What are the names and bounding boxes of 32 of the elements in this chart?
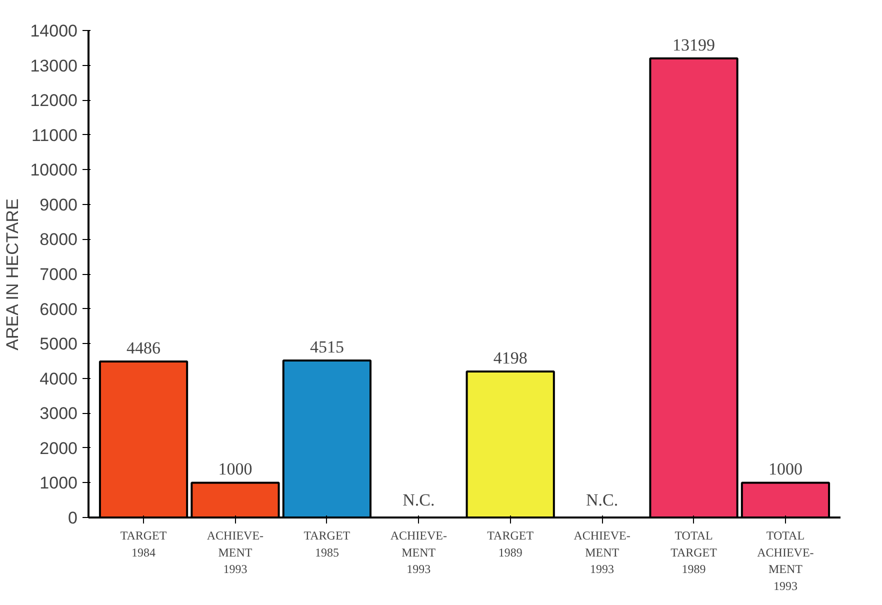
data-label: 1000 xyxy=(768,460,802,479)
y-tick-label: 1000 xyxy=(40,474,78,493)
y-tick-label: 7000 xyxy=(40,265,78,284)
x-tick-label: TOTAL ACHIEVE- MENT 1993 xyxy=(757,528,814,593)
x-tick-label: ACHIEVE- MENT 1993 xyxy=(390,528,447,576)
y-axis-title: AREA IN HECTARE xyxy=(3,198,22,350)
y-tick-label: 5000 xyxy=(40,334,78,354)
y-tick-label: 12000 xyxy=(30,91,78,110)
y-tick-label: 8000 xyxy=(40,230,78,250)
text: N.C. xyxy=(402,490,435,510)
x-tick-label: TARGET 1985 xyxy=(304,528,351,560)
x-tick-label: TARGET 1989 xyxy=(487,528,534,560)
y-tick-label: 11000 xyxy=(31,126,78,145)
data-label: 13199 xyxy=(672,35,716,54)
y-tick-label: 0 xyxy=(68,508,78,528)
y-tick-label: 10000 xyxy=(30,160,78,180)
data-label: 4486 xyxy=(126,338,161,358)
y-tick-label: 13000 xyxy=(30,56,78,76)
data-label: 4515 xyxy=(310,337,344,356)
y-tick-label: 9000 xyxy=(40,195,78,214)
x-tick-label: ACHIEVE- MENT 1993 xyxy=(206,528,264,576)
data-label: 1000 xyxy=(218,460,252,479)
y-tick-label: 2000 xyxy=(40,438,78,458)
x-tick-label: TARGET 1984 xyxy=(120,528,168,560)
text: N.C. xyxy=(586,490,618,510)
y-tick-label: 6000 xyxy=(40,300,78,319)
y-tick-label: 4000 xyxy=(40,369,78,388)
y-tick-label: 3000 xyxy=(40,404,78,424)
y-tick-label: 14000 xyxy=(30,22,78,40)
x-tick-label: TOTAL TARGET 1989 xyxy=(670,528,718,576)
x-tick-label: ACHIEVE- MENT 1993 xyxy=(574,528,630,576)
data-label: 4198 xyxy=(493,348,528,368)
